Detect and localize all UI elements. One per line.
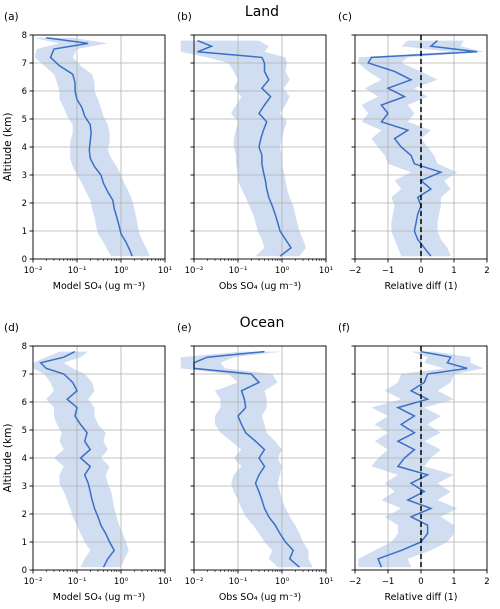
y-tick-label: 7 <box>22 370 27 380</box>
x-tick-label: 10¹ <box>319 266 333 276</box>
panel-label: (b) <box>177 11 192 23</box>
x-tick-label: 1 <box>451 266 456 276</box>
x-tick-label: 10⁻¹ <box>229 577 248 587</box>
panel-label: (a) <box>4 11 19 23</box>
y-tick-label: 6 <box>22 398 27 408</box>
x-tick-label: 10⁰ <box>275 577 290 587</box>
x-tick-label: 10¹ <box>158 266 172 276</box>
x-tick-label: 10¹ <box>158 577 172 587</box>
x-tick-label: 10⁰ <box>275 266 290 276</box>
row-title-ocean: Ocean <box>240 315 285 331</box>
x-tick-label: 10⁻² <box>185 577 204 587</box>
x-tick-label: 10⁻² <box>24 266 43 276</box>
panel-d: 10⁻² 10⁻¹ 10⁰ 10¹ 0 1 2 3 4 5 6 7 8 Model SO₄ (ug m⁻³… <box>4 322 172 603</box>
median-line <box>197 39 293 257</box>
y-tick-label: 4 <box>22 454 27 464</box>
y-tick-label: 1 <box>22 538 27 548</box>
x-tick-label: 10⁻¹ <box>68 577 87 587</box>
median-line <box>46 37 133 257</box>
x-tick-label: 2 <box>484 266 489 276</box>
y-axis-label-bottom: Altitude (km) <box>2 424 14 493</box>
uncertainty-band <box>180 351 313 568</box>
x-tick-label: −1 <box>382 577 395 587</box>
x-axis-label: Obs SO₄ (ug m⁻³) <box>219 281 301 292</box>
uncertainty-band <box>33 351 129 568</box>
panel-f: −2 −1 0 1 2 Relative diff (1) (f) <box>338 322 490 603</box>
y-tick-label: 6 <box>22 87 27 97</box>
x-tick-label: 0 <box>418 266 423 276</box>
x-axis-label: Relative diff (1) <box>384 592 457 603</box>
panel-c: −2 −1 0 1 2 Relative diff (1) (c) <box>338 11 490 292</box>
y-tick-label: 3 <box>22 171 27 181</box>
x-tick-label: 10⁰ <box>114 577 129 587</box>
y-tick-label: 5 <box>22 426 27 436</box>
x-axis-label: Relative diff (1) <box>384 281 457 292</box>
y-tick-label: 8 <box>22 31 27 41</box>
x-tick-label: −2 <box>349 577 362 587</box>
x-tick-label: 10⁰ <box>114 266 129 276</box>
x-axis-label: Obs SO₄ (ug m⁻³) <box>219 592 301 603</box>
x-tick-label: 0 <box>418 577 423 587</box>
x-axis-label: Model SO₄ (ug m⁻³) <box>53 281 145 292</box>
median-line <box>39 350 116 568</box>
y-tick-label: 2 <box>22 199 27 209</box>
y-tick-label: 3 <box>22 482 27 492</box>
y-tick-label: 4 <box>22 143 27 153</box>
y-tick-label: 5 <box>22 115 27 125</box>
x-tick-label: 2 <box>484 577 489 587</box>
panel-label: (e) <box>177 322 192 334</box>
panel-label: (d) <box>4 322 19 334</box>
y-axis-label-top: Altitude (km) <box>2 113 14 182</box>
median-line <box>377 350 468 568</box>
x-tick-label: 10⁻¹ <box>229 266 248 276</box>
x-tick-label: 10⁻¹ <box>68 266 87 276</box>
x-tick-label: 10⁻² <box>24 577 43 587</box>
panel-label: (c) <box>338 11 352 23</box>
median-line <box>193 350 300 568</box>
x-tick-label: 10⁻² <box>185 266 204 276</box>
uncertainty-band <box>180 40 306 257</box>
y-tick-label: 0 <box>22 566 27 576</box>
panel-e: 10⁻² 10⁻¹ 10⁰ 10¹ Obs SO₄ (ug m⁻³) (e) <box>177 322 333 603</box>
panel-a: 10⁻² 10⁻¹ 10⁰ 10¹ 0 1 2 3 4 5 6 7 8 Model SO₄ (ug m⁻³… <box>4 11 172 292</box>
row-title-land: Land <box>245 4 279 20</box>
panel-b: 10⁻² 10⁻¹ 10⁰ 10¹ Obs SO₄ (ug m⁻³) (b) <box>177 11 333 292</box>
y-tick-label: 2 <box>22 510 27 520</box>
y-tick-label: 8 <box>22 342 27 352</box>
y-tick-label: 7 <box>22 59 27 69</box>
y-tick-label: 1 <box>22 227 27 237</box>
x-tick-label: 1 <box>451 577 456 587</box>
median-line <box>367 40 478 257</box>
y-tick-label: 0 <box>22 255 27 265</box>
x-tick-label: −1 <box>382 266 395 276</box>
x-axis-label: Model SO₄ (ug m⁻³) <box>53 592 145 603</box>
x-tick-label: −2 <box>349 266 362 276</box>
x-tick-label: 10¹ <box>319 577 333 587</box>
panel-label: (f) <box>338 322 350 334</box>
